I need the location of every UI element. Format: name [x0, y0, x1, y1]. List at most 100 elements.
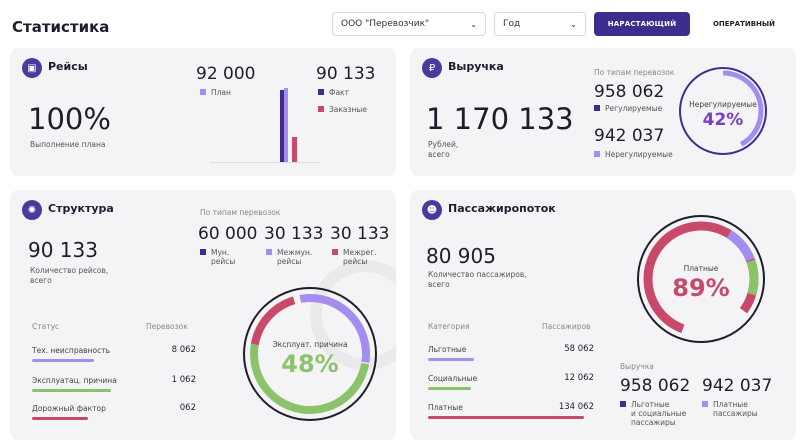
cumulative-button[interactable]: НАРАСТАЮЩИЙ	[594, 12, 690, 36]
structure-ring-chart	[243, 287, 377, 421]
chart-baseline	[210, 162, 320, 163]
label-line: Платные	[713, 400, 748, 409]
label-line: пассажиры	[631, 418, 676, 427]
structure-total-caption: Количество рейсов, всего	[30, 266, 108, 286]
structure-col-status: Статус	[32, 322, 60, 331]
label-line: Мун.	[211, 248, 230, 257]
caption-line: всего	[428, 280, 450, 289]
company-select[interactable]: ООО "Перевозчик" ⌄	[332, 12, 486, 36]
legend-swatch	[200, 249, 206, 255]
label-line: Межмун.	[277, 248, 313, 257]
revenue-unregulated-label: Нерегулируемые	[605, 150, 673, 159]
structure-type-legend: Мун. рейсы	[200, 248, 235, 266]
revenue-unregulated-legend: Нерегулируемые	[594, 150, 673, 159]
structure-row-label: Тех. неисправность	[32, 346, 111, 355]
structure-row-value: 8 062	[171, 345, 196, 355]
structure-row-label: Дорожный фактор	[32, 404, 106, 413]
passengers-row-label: Платные	[428, 403, 463, 412]
legend-swatch	[702, 401, 708, 407]
trips-percent-caption: Выполнение плана	[30, 140, 106, 149]
passengers-row-bar	[428, 387, 471, 390]
people-icon: ☻	[422, 200, 442, 220]
structure-type-value: 60 000	[198, 224, 258, 244]
passengers-ring-percent: 89%	[672, 274, 730, 302]
trips-fact-label: Факт	[329, 88, 349, 97]
passengers-row-value: 58 062	[564, 344, 594, 354]
ordered-bar	[292, 137, 297, 162]
company-select-value: ООО "Перевозчик"	[341, 19, 430, 29]
passengers-row-label: Льготные	[428, 345, 467, 354]
caption-line: всего	[30, 276, 52, 285]
passengers-paid-legend: Платные пассажиры	[702, 400, 758, 418]
trips-ordered-legend: Заказные	[318, 105, 367, 114]
trips-plan-value: 92 000	[196, 64, 256, 84]
revenue-total: 1 170 133	[426, 102, 574, 136]
structure-col-trips: Перевозок	[146, 322, 188, 331]
structure-ring-label: Эксплуат. причина	[272, 340, 348, 349]
ring-outline	[679, 67, 767, 155]
structure-type-label: Мун. рейсы	[211, 248, 235, 266]
passengers-total-caption: Количество пассажиров, всего	[428, 270, 527, 290]
trips-plan-legend: План	[200, 88, 231, 97]
passengers-col-category: Категория	[428, 322, 470, 331]
trips-bar-chart	[280, 88, 297, 162]
passengers-paid-label: Платные пассажиры	[713, 400, 758, 418]
passengers-ring-chart	[637, 215, 765, 343]
operational-button[interactable]: ОПЕРАТИВНЫЙ	[694, 12, 794, 36]
revenue-regulated-legend: Регулируемые	[594, 104, 662, 113]
ruble-icon: ₽	[422, 58, 442, 78]
passengers-row-value: 134 062	[558, 402, 594, 412]
legend-swatch	[332, 249, 338, 255]
revenue-unregulated-value: 942 037	[594, 126, 665, 146]
trips-title: Рейсы	[48, 60, 88, 73]
passengers-benefit-value: 958 062	[620, 376, 691, 396]
structure-title: Структура	[48, 202, 114, 215]
revenue-ring-percent: 42%	[702, 110, 744, 130]
passengers-row-bar	[428, 358, 474, 361]
passengers-revenue-label: Выручка	[620, 362, 654, 371]
structure-total: 90 133	[28, 238, 98, 262]
structure-row-bar	[32, 359, 94, 362]
structure-row-value: 1 062	[171, 375, 196, 385]
period-select-value: Год	[503, 19, 521, 29]
passengers-paid-value: 942 037	[702, 376, 773, 396]
passengers-benefit-label: Льготные и социальные пассажиры	[631, 400, 686, 427]
chevron-down-icon: ⌄	[470, 19, 477, 29]
chevron-down-icon: ⌄	[570, 19, 577, 29]
revenue-title: Выручка	[448, 60, 504, 73]
plan-bar	[284, 88, 288, 162]
label-line: рейсы	[211, 257, 236, 266]
revenue-by-type-label: По типам перевозок	[594, 68, 675, 77]
passengers-benefit-legend: Льготные и социальные пассажиры	[620, 400, 686, 427]
caption-line: всего	[428, 150, 450, 159]
legend-swatch	[318, 89, 324, 95]
page-title: Статистика	[12, 18, 110, 36]
structure-by-type-label: По типам перевозок	[200, 208, 281, 217]
caption-line: Количество пассажиров,	[428, 270, 527, 279]
revenue-ring-chart	[679, 67, 767, 155]
structure-type-legend: Межмун. рейсы	[266, 248, 312, 266]
structure-row-bar	[32, 389, 111, 392]
ring-arc-unregulated	[682, 70, 764, 152]
label-line: и социальные	[631, 409, 687, 418]
legend-swatch	[200, 89, 206, 95]
legend-swatch	[620, 401, 626, 407]
bus-icon: ▣	[22, 58, 42, 78]
label-line: Межрег.	[343, 248, 377, 257]
structure-row-label: Эксплуатац. причина	[32, 376, 117, 385]
trips-fact-value: 90 133	[316, 64, 376, 84]
trips-percent: 100%	[28, 102, 111, 136]
trips-ordered-label: Заказные	[329, 105, 367, 114]
caption-line: Количество рейсов,	[30, 266, 109, 275]
label-line: рейсы	[277, 257, 302, 266]
trips-plan-label: План	[211, 88, 231, 97]
passengers-title: Пассажиропоток	[448, 202, 556, 215]
passengers-ring-label: Платные	[683, 264, 719, 273]
legend-swatch	[318, 106, 324, 112]
period-select[interactable]: Год ⌄	[494, 12, 586, 36]
legend-swatch	[594, 151, 600, 157]
legend-swatch	[266, 249, 272, 255]
revenue-total-caption: Рублей, всего	[428, 140, 458, 160]
passengers-card: ☻ Пассажиропоток 80 905 Количество пасса…	[410, 190, 796, 440]
structure-row-bar	[32, 417, 88, 420]
